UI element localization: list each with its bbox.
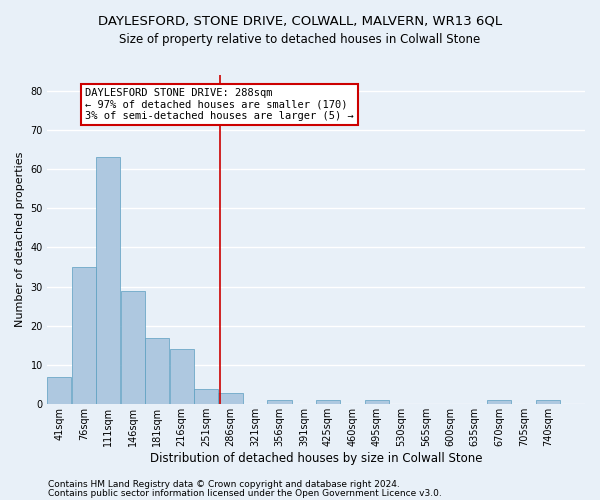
Bar [536,400,560,404]
Bar [121,290,145,405]
Text: Size of property relative to detached houses in Colwall Stone: Size of property relative to detached ho… [119,32,481,46]
Text: DAYLESFORD STONE DRIVE: 288sqm
← 97% of detached houses are smaller (170)
3% of : DAYLESFORD STONE DRIVE: 288sqm ← 97% of … [85,88,353,121]
Bar [268,400,292,404]
Bar [316,400,340,404]
Bar [145,338,169,404]
Bar [71,267,96,404]
Bar [47,377,71,404]
Bar [487,400,511,404]
Bar [194,388,218,404]
Y-axis label: Number of detached properties: Number of detached properties [15,152,25,328]
Text: Contains public sector information licensed under the Open Government Licence v3: Contains public sector information licen… [48,488,442,498]
Bar [365,400,389,404]
Text: DAYLESFORD, STONE DRIVE, COLWALL, MALVERN, WR13 6QL: DAYLESFORD, STONE DRIVE, COLWALL, MALVER… [98,15,502,28]
Bar [170,350,194,405]
X-axis label: Distribution of detached houses by size in Colwall Stone: Distribution of detached houses by size … [150,452,482,465]
Bar [96,158,120,404]
Text: Contains HM Land Registry data © Crown copyright and database right 2024.: Contains HM Land Registry data © Crown c… [48,480,400,489]
Bar [218,392,242,404]
